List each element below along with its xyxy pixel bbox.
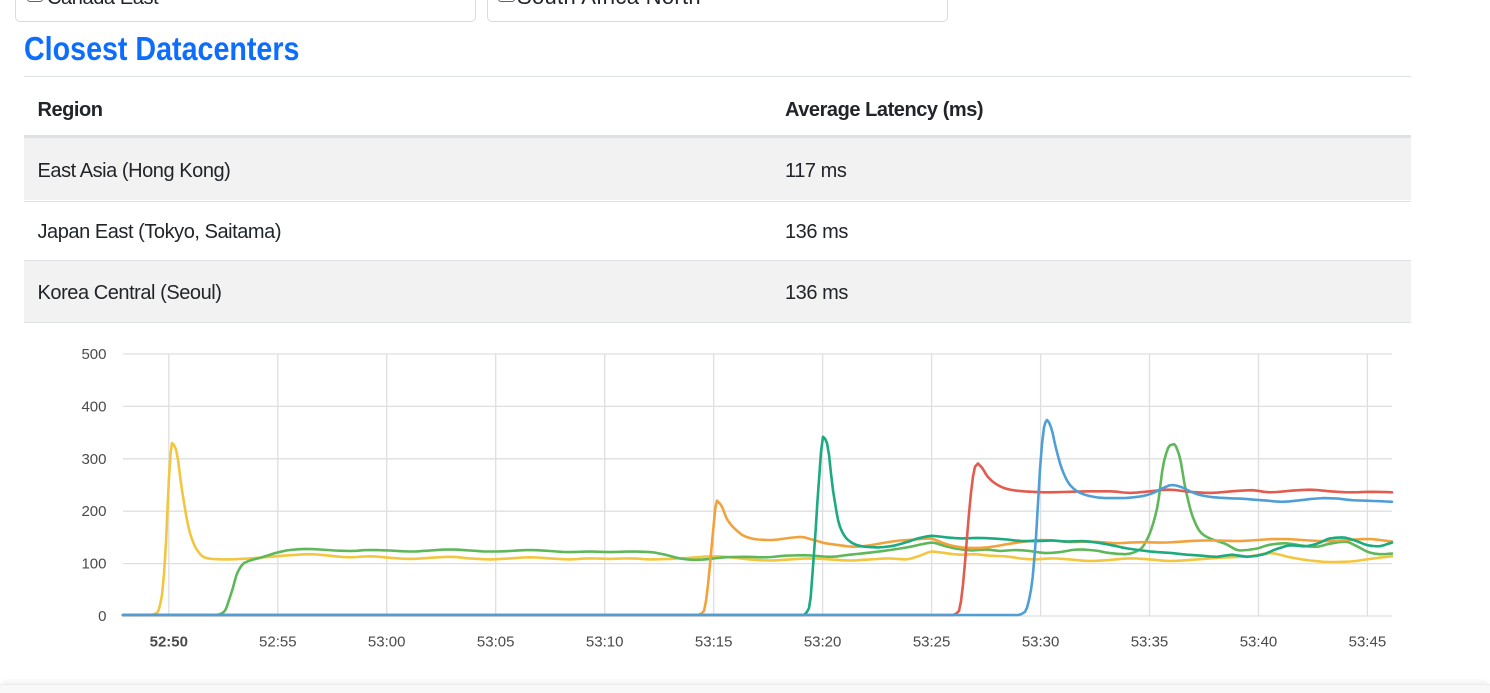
svg-text:53:05: 53:05 <box>477 634 515 651</box>
svg-text:53:40: 53:40 <box>1240 634 1278 651</box>
svg-text:100: 100 <box>81 556 106 573</box>
svg-text:53:30: 53:30 <box>1022 634 1060 651</box>
svg-text:52:55: 52:55 <box>259 634 297 651</box>
svg-text:200: 200 <box>81 503 106 520</box>
svg-text:53:20: 53:20 <box>804 634 842 651</box>
svg-text:0: 0 <box>98 608 106 625</box>
svg-text:53:25: 53:25 <box>913 634 951 651</box>
svg-text:400: 400 <box>81 398 106 415</box>
svg-text:53:10: 53:10 <box>586 634 624 651</box>
svg-text:53:15: 53:15 <box>695 634 733 651</box>
svg-text:300: 300 <box>81 451 106 468</box>
svg-text:53:35: 53:35 <box>1131 634 1169 651</box>
svg-text:53:00: 53:00 <box>368 634 406 651</box>
svg-text:53:45: 53:45 <box>1349 634 1387 651</box>
svg-text:52:50: 52:50 <box>150 634 188 651</box>
svg-text:500: 500 <box>81 346 106 363</box>
